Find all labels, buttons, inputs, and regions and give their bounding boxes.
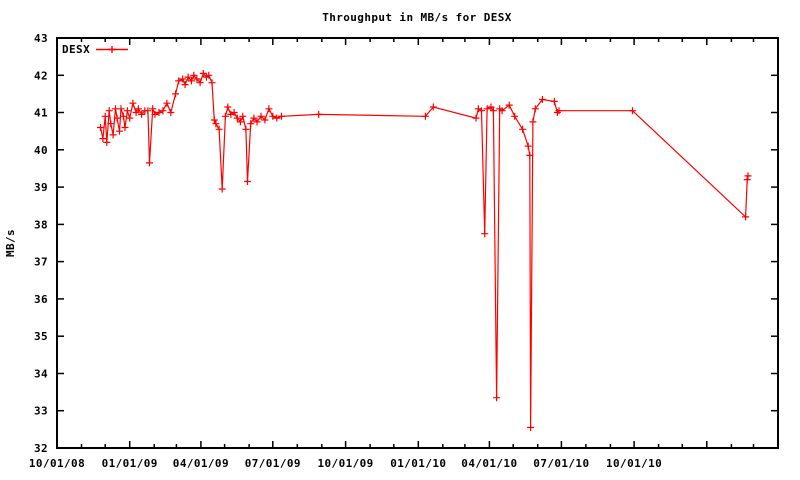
legend-label: DESX	[62, 43, 90, 56]
x-tick-label: 04/01/10	[461, 457, 517, 470]
x-tick-label: 01/01/10	[390, 457, 446, 470]
x-tick-label: 10/01/09	[318, 457, 374, 470]
chart-title: Throughput in MB/s for DESX	[322, 11, 512, 24]
series-desx	[97, 69, 752, 431]
series-line	[99, 72, 749, 428]
y-axis-label: MB/s	[4, 229, 17, 257]
y-tick-label: 37	[34, 256, 48, 269]
plot-border	[56, 37, 779, 449]
x-tick-label: 10/01/10	[606, 457, 662, 470]
y-tick-label: 41	[34, 107, 48, 120]
legend-sample-marker-plus-icon	[108, 46, 116, 53]
axis-ticks	[56, 37, 778, 449]
y-tick-label: 40	[34, 144, 48, 157]
y-tick-label: 34	[34, 368, 48, 381]
legend: DESX	[62, 43, 128, 56]
x-tick-label: 04/01/09	[173, 457, 229, 470]
y-tick-label: 42	[34, 69, 48, 82]
series-point-markers	[97, 69, 752, 431]
x-tick-label: 07/01/10	[533, 457, 589, 470]
y-tick-label: 32	[34, 442, 48, 455]
y-tick-label: 38	[34, 218, 48, 231]
y-tick-label: 35	[34, 330, 48, 343]
y-tick-label: 43	[34, 32, 48, 45]
x-tick-label: 07/01/09	[245, 457, 301, 470]
x-tick-label: 01/01/09	[102, 457, 158, 470]
y-tick-label: 33	[34, 405, 48, 418]
y-tick-label: 39	[34, 181, 48, 194]
y-tick-label: 36	[34, 293, 48, 306]
axis-tick-labels: 10/01/08 01/01/09 04/01/09 07/01/09 10/01/09…	[29, 32, 662, 470]
x-tick-label: 10/01/08	[29, 457, 85, 470]
